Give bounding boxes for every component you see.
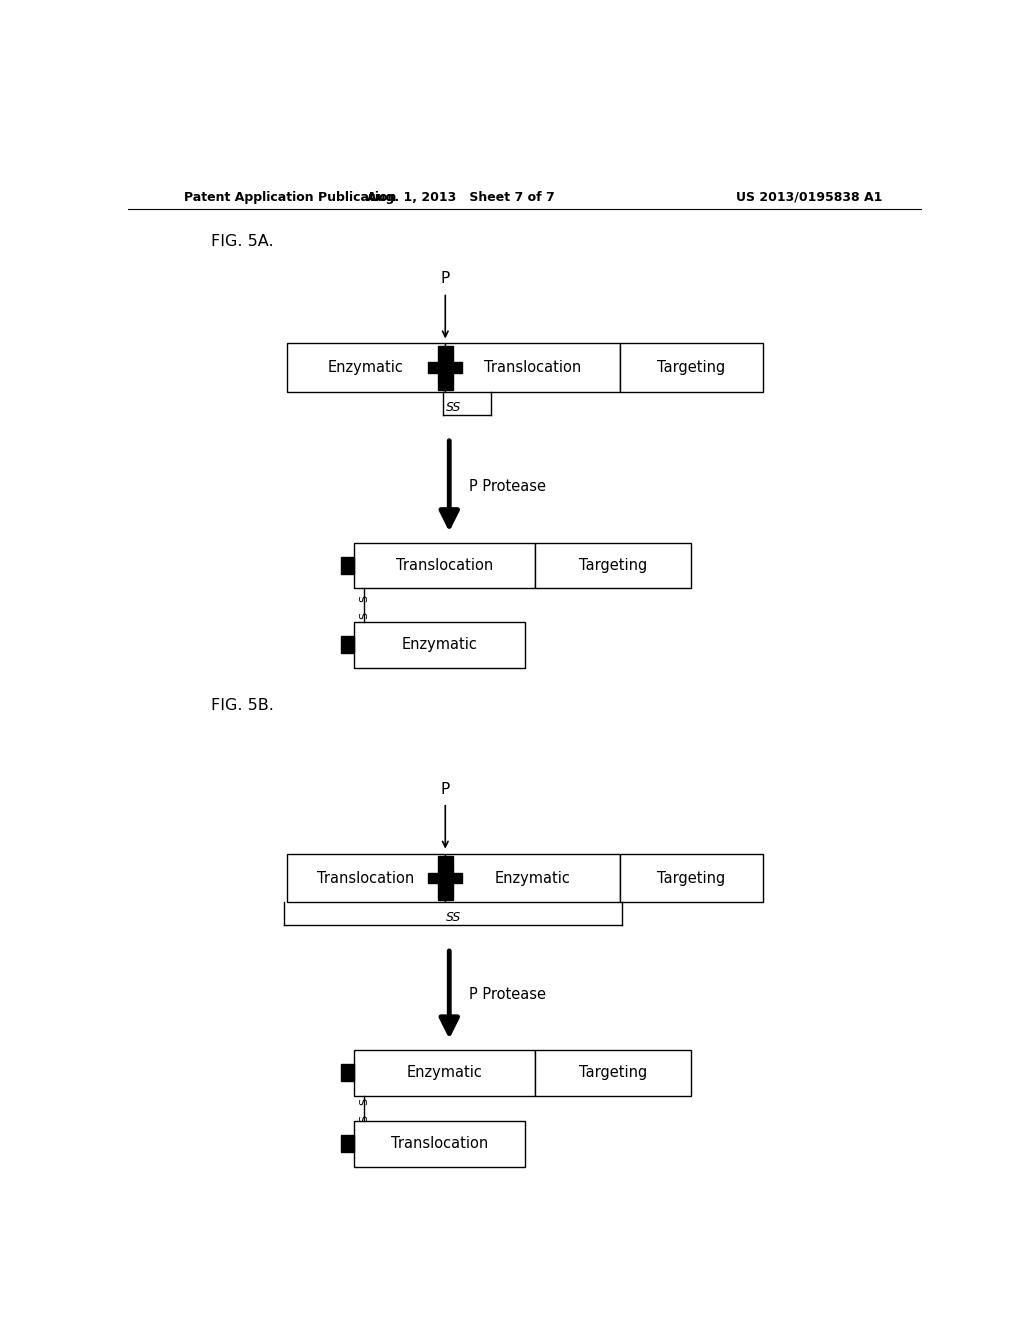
Text: FIG. 5B.: FIG. 5B. — [211, 698, 274, 713]
Bar — [535, 1049, 691, 1096]
Text: SS: SS — [445, 911, 461, 924]
Bar — [428, 873, 463, 883]
Text: S: S — [359, 1115, 370, 1122]
Text: Translocation: Translocation — [391, 1137, 488, 1151]
Bar — [341, 557, 354, 574]
Text: Enzymatic: Enzymatic — [401, 638, 477, 652]
Text: S: S — [359, 1097, 370, 1105]
Bar — [354, 543, 535, 589]
Bar — [438, 346, 453, 389]
Bar — [287, 343, 445, 392]
Text: P Protease: P Protease — [469, 987, 546, 1002]
Text: Targeting: Targeting — [579, 1065, 647, 1080]
Text: Patent Application Publication: Patent Application Publication — [183, 190, 396, 203]
Bar — [535, 543, 691, 589]
Text: Aug. 1, 2013   Sheet 7 of 7: Aug. 1, 2013 Sheet 7 of 7 — [368, 190, 555, 203]
Bar — [354, 622, 524, 668]
Bar — [620, 854, 763, 903]
Bar — [445, 854, 621, 903]
Text: SS: SS — [446, 400, 462, 413]
Bar — [445, 343, 621, 392]
Text: Translocation: Translocation — [395, 558, 493, 573]
Text: Enzymatic: Enzymatic — [407, 1065, 482, 1080]
Text: Targeting: Targeting — [657, 360, 726, 375]
Bar — [428, 363, 463, 374]
Bar — [620, 343, 763, 392]
Text: FIG. 5A.: FIG. 5A. — [211, 234, 274, 249]
Bar — [438, 857, 453, 900]
Text: Targeting: Targeting — [579, 558, 647, 573]
Text: Translocation: Translocation — [484, 360, 582, 375]
Text: P: P — [440, 272, 450, 286]
Text: S: S — [359, 594, 370, 602]
Text: US 2013/0195838 A1: US 2013/0195838 A1 — [735, 190, 882, 203]
Bar — [354, 1049, 535, 1096]
Text: P Protease: P Protease — [469, 479, 546, 494]
Text: P: P — [440, 781, 450, 797]
Text: S: S — [359, 611, 370, 619]
Text: Enzymatic: Enzymatic — [495, 870, 570, 886]
Text: Enzymatic: Enzymatic — [328, 360, 403, 375]
Bar — [341, 636, 354, 653]
Bar — [354, 1121, 524, 1167]
Text: Targeting: Targeting — [657, 870, 726, 886]
Bar — [287, 854, 445, 903]
Bar — [341, 1135, 354, 1152]
Text: Translocation: Translocation — [317, 870, 415, 886]
Bar — [341, 1064, 354, 1081]
